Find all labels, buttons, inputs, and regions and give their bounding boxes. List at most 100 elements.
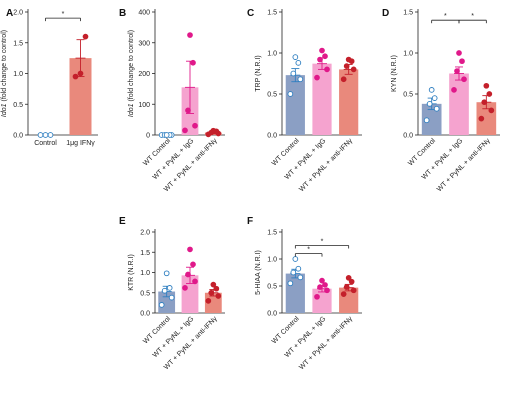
bar	[339, 69, 359, 135]
x-tick-label: WT + PyNL + anti-IFNγ	[436, 137, 492, 193]
data-point	[77, 70, 84, 77]
bar	[421, 103, 442, 135]
y-tick-label: 100	[138, 102, 150, 109]
data-point	[158, 302, 165, 308]
y-axis-label: KTR (N.R.I)	[128, 254, 135, 291]
significance-star: *	[321, 239, 324, 246]
data-point	[292, 256, 299, 262]
x-tick-label: WT + PyNL + anti-IFNγ	[298, 137, 354, 193]
data-point	[295, 265, 302, 272]
data-point	[295, 59, 302, 66]
y-tick-label: 1.0	[13, 71, 23, 78]
data-point	[324, 287, 330, 294]
y-axis-label: TRP (N.R.I)	[255, 55, 262, 91]
y-tick-label: 1.0	[267, 257, 277, 264]
y-tick-label: 400	[138, 10, 150, 17]
data-point	[187, 246, 193, 253]
y-tick-label: 1.5	[140, 250, 150, 257]
data-point	[292, 54, 299, 60]
data-point	[486, 91, 493, 97]
y-tick-label: 300	[138, 40, 150, 47]
panel-a: A 0.0 0.5 1.0 1.5 2.0 Ido1 (fold change to con…	[1, 8, 98, 147]
data-point	[478, 115, 485, 122]
panel-letter: F	[247, 216, 253, 227]
data-point	[297, 274, 304, 281]
data-point	[423, 117, 430, 124]
significance-star: *	[307, 247, 310, 254]
y-axis-label: Ido1 (fold change to control)	[1, 30, 8, 117]
bar	[449, 73, 469, 135]
y-axis-label: Ido1 (fold change to control)	[128, 30, 135, 117]
y-tick-label: 0.0	[140, 311, 150, 318]
y-tick-label: 0.0	[13, 133, 23, 140]
data-point	[182, 127, 188, 134]
data-point	[208, 289, 215, 296]
data-point	[451, 87, 457, 93]
data-point	[185, 107, 191, 114]
y-tick-label: 0.5	[140, 290, 150, 297]
y-tick-label: 1.5	[267, 230, 277, 237]
data-point	[317, 56, 323, 63]
data-point	[213, 285, 220, 292]
data-point	[350, 66, 357, 73]
data-point	[210, 281, 217, 288]
data-point	[319, 47, 325, 54]
data-point	[426, 100, 433, 107]
data-point	[163, 132, 170, 138]
data-point	[185, 271, 191, 278]
y-tick-label: 0.5	[267, 92, 277, 99]
data-point	[210, 127, 217, 134]
y-axis-label-gene: Ido1	[1, 103, 8, 117]
panel-letter: C	[247, 8, 254, 19]
data-point	[340, 291, 347, 297]
data-point	[192, 122, 198, 129]
data-point	[42, 132, 49, 138]
y-tick-label: 200	[138, 71, 150, 78]
data-point	[314, 74, 320, 81]
data-point	[350, 287, 357, 294]
x-tick-label: WT + PyNL + anti-IFNγ	[298, 315, 354, 371]
data-point	[431, 95, 438, 101]
data-point	[182, 285, 188, 291]
data-point	[37, 132, 44, 138]
data-point	[314, 293, 320, 300]
y-tick-label: 2.0	[13, 10, 23, 17]
data-point	[340, 76, 347, 83]
y-tick-label: 1.5	[267, 10, 277, 17]
y-axis-label-gene: Ido1	[128, 103, 135, 117]
y-tick-label: 0.0	[267, 311, 277, 318]
data-point	[215, 293, 222, 299]
data-point	[343, 63, 350, 69]
bar	[181, 275, 199, 313]
data-point	[454, 68, 460, 74]
data-point	[190, 59, 196, 66]
data-point	[287, 280, 294, 287]
panel-letter: D	[382, 8, 389, 19]
y-tick-label: 0.0	[267, 133, 277, 140]
data-point	[190, 261, 196, 268]
y-tick-label: 1.0	[403, 51, 413, 58]
panel-letter: A	[6, 8, 13, 19]
data-point	[428, 87, 435, 93]
y-tick-label: 0	[146, 133, 150, 140]
panel-b: B 0 100 200 300 400 Ido1 (fold change to contr…	[119, 8, 225, 193]
data-point	[317, 284, 323, 290]
panel-letter: E	[119, 216, 126, 227]
data-point	[168, 294, 175, 301]
data-point	[163, 270, 170, 277]
y-tick-label: 0.5	[403, 92, 413, 99]
x-tick-label: Control	[34, 140, 57, 147]
data-point	[324, 66, 330, 73]
significance-star: *	[62, 11, 65, 18]
data-point	[187, 32, 193, 38]
data-point	[290, 70, 297, 77]
data-point	[483, 82, 490, 89]
data-point	[322, 282, 328, 288]
x-tick-label: 1μg IFNγ	[66, 140, 95, 147]
y-axis-label-unit: (fold change to control)	[1, 30, 8, 104]
panel-f: F0.00.51.01.55-HIAA (N.R.I)WT ControlWT …	[247, 216, 362, 371]
